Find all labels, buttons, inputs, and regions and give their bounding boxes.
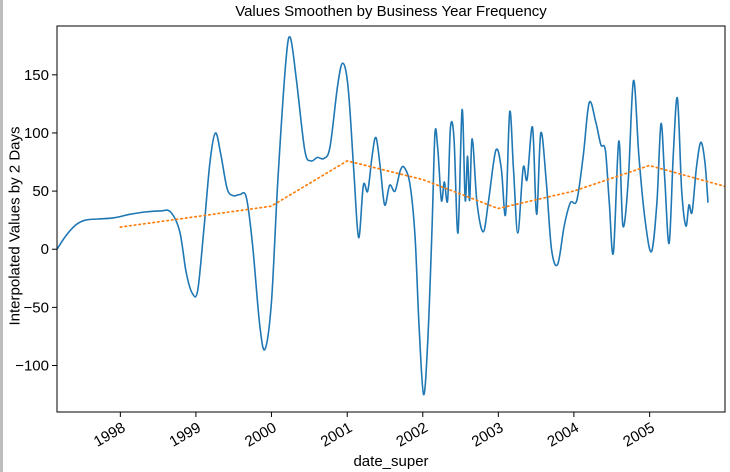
x-tick-label: 2003: [469, 419, 506, 450]
chart-title: Values Smoothen by Business Year Frequen…: [235, 3, 547, 20]
x-tick-label: 1999: [166, 419, 203, 450]
series-line-1: [57, 36, 709, 396]
x-tick-label: 2002: [393, 419, 430, 450]
y-tick-label: 100: [24, 125, 49, 142]
x-tick-label: 2004: [544, 419, 581, 450]
y-tick-label: 150: [24, 67, 49, 84]
x-tick-label: 2000: [242, 419, 279, 450]
y-tick-label: 50: [32, 183, 49, 200]
plot-frame: [56, 25, 726, 413]
y-axis-label: Interpolated Values by 2 Days: [6, 126, 24, 326]
series-line-2: [119, 160, 725, 228]
x-tick-label: 2001: [318, 419, 355, 450]
y-tick-label: 0: [41, 241, 49, 258]
window-left-border: [0, 0, 3, 472]
y-tick-label: −50: [24, 299, 49, 316]
y-tick-label: −100: [15, 357, 49, 374]
x-tick-label: 2005: [620, 419, 657, 450]
x-axis-label: date_super: [353, 453, 429, 470]
x-tick-label: 1998: [91, 419, 128, 450]
